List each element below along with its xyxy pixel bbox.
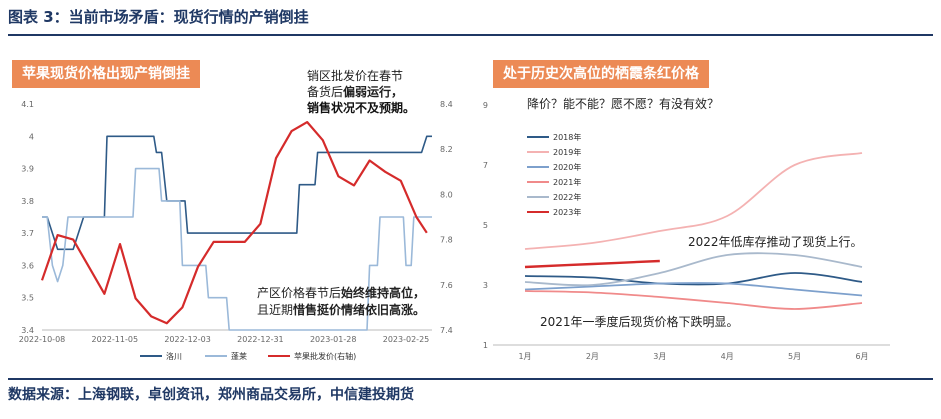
- right-axis-tick-label: 7.6: [440, 281, 453, 290]
- left-annotation-top-line: 销售状况不及预期。: [307, 100, 415, 115]
- right-panel-title: 处于历史次高位的栖霞条红价格: [493, 60, 709, 88]
- left-x-tick-label: 2022-12-03: [164, 335, 211, 344]
- right-axis-tick-label: 8.0: [440, 190, 453, 199]
- left-annotation-bottom-line: 产区价格春节后始终维持高位，: [257, 285, 425, 300]
- right-series-line-4: [524, 252, 863, 287]
- right-legend-label: 2021年: [553, 177, 581, 187]
- left-series-line-2: [40, 120, 428, 325]
- right-y-tick-label: 1: [483, 341, 488, 350]
- right-axis-tick-label: 8.4: [440, 100, 453, 109]
- right-axis-tick-label: 7.8: [440, 236, 453, 245]
- left-x-tick-label: 2023-01-28: [310, 335, 357, 344]
- left-y-tick-label: 3.9: [21, 165, 34, 174]
- source-rule: [8, 378, 933, 380]
- figure-title: 图表 3：当前市场矛盾：现货行情的产销倒挂: [8, 8, 309, 26]
- right-y-tick-label: 7: [483, 161, 488, 170]
- right-y-tick-label: 5: [483, 221, 488, 230]
- left-legend-label: 蓬莱: [231, 351, 247, 361]
- right-legend-label: 2022年: [553, 192, 581, 202]
- right-axis-tick-label: 8.2: [440, 145, 453, 154]
- right-annotation-2021: 2021年一季度后现货价格下跌明显。: [540, 314, 739, 329]
- right-x-tick-label: 6月: [855, 352, 868, 361]
- left-y-tick-label: 3.4: [21, 326, 34, 335]
- right-legend-label: 2019年: [553, 147, 581, 157]
- left-annotation-top-line: 备货后偏弱运行，: [307, 84, 403, 99]
- left-y-tick-label: 3.5: [21, 294, 34, 303]
- right-legend-label: 2018年: [553, 132, 581, 142]
- title-rule: [8, 34, 933, 36]
- right-annotation-2022: 2022年低库存推动了现货上行。: [688, 234, 863, 249]
- left-annotation-bottom-line: 且近期惜售挺价情绪依旧高涨。: [257, 302, 425, 317]
- source-note: 数据来源：上海钢联，卓创资讯，郑州商品交易所，中信建投期货: [8, 387, 414, 403]
- left-y-tick-label: 4: [29, 132, 34, 141]
- right-x-tick-label: 5月: [788, 352, 801, 361]
- right-legend-label: 2020年: [553, 162, 581, 172]
- right-y-tick-label: 3: [483, 281, 488, 290]
- left-x-tick-label: 2022-11-05: [92, 335, 139, 344]
- left-legend-label: 苹果批发价(右轴): [294, 351, 356, 361]
- right-x-tick-label: 1月: [518, 352, 531, 361]
- right-series-line-2: [524, 282, 863, 297]
- right-legend-label: 2023年: [553, 207, 581, 217]
- right-series-line-1: [524, 152, 863, 250]
- left-y-tick-label: 3.8: [21, 197, 34, 206]
- left-y-tick-label: 4.1: [21, 100, 34, 109]
- right-x-tick-label: 4月: [721, 352, 734, 361]
- left-annotation-top-line: 销区批发价在春节: [307, 68, 403, 83]
- right-series-line-0: [524, 272, 863, 286]
- left-y-tick-label: 3.7: [21, 229, 34, 238]
- left-series-line-1: [42, 167, 432, 331]
- right-series-line-3: [524, 290, 863, 310]
- left-x-tick-label: 2022-12-31: [237, 335, 284, 344]
- right-x-tick-label: 2月: [586, 352, 599, 361]
- right-subtitle: 降价？能不能？愿不愿？有没有效？: [527, 96, 719, 111]
- right-x-tick-label: 3月: [653, 352, 666, 361]
- left-panel-title: 苹果现货价格出现产销倒挂: [12, 60, 200, 88]
- right-y-tick-label: 9: [483, 101, 488, 110]
- right-axis-tick-label: 7.4: [440, 326, 453, 335]
- left-legend-label: 洛川: [166, 351, 182, 361]
- right-series-line-5: [524, 259, 660, 269]
- left-x-tick-label: 2022-10-08: [19, 335, 66, 344]
- left-series-line-0: [42, 135, 432, 251]
- left-y-tick-label: 3.6: [21, 261, 34, 270]
- left-x-tick-label: 2023-02-25: [383, 335, 430, 344]
